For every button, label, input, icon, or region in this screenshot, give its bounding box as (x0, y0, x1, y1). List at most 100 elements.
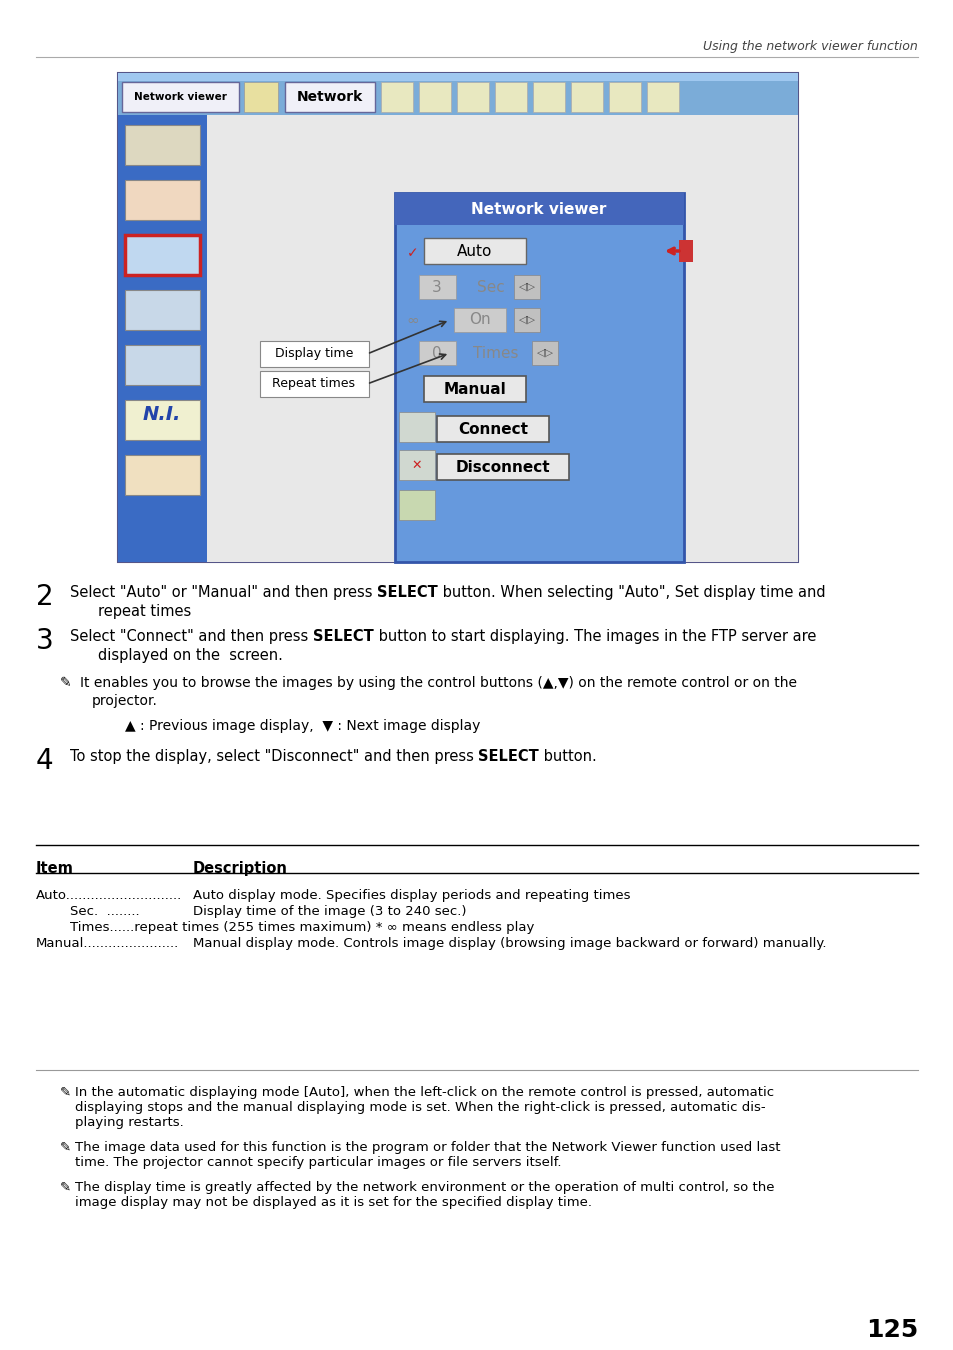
Text: Using the network viewer function: Using the network viewer function (702, 40, 917, 53)
Text: displaying stops and the manual displaying mode is set. When the right-click is : displaying stops and the manual displayi… (75, 1102, 765, 1114)
Text: ◁▷: ◁▷ (518, 315, 535, 325)
FancyBboxPatch shape (125, 235, 200, 275)
FancyBboxPatch shape (260, 342, 369, 367)
Text: Repeat times: Repeat times (273, 378, 355, 390)
FancyBboxPatch shape (608, 82, 640, 112)
Text: To stop the display, select "Disconnect" and then press: To stop the display, select "Disconnect"… (70, 749, 478, 764)
Text: ◁▷: ◁▷ (518, 282, 535, 292)
Text: ✓: ✓ (407, 246, 418, 261)
Text: Times......repeat times (255 times maximum) * ∞ means endless play: Times......repeat times (255 times maxim… (36, 921, 534, 934)
Text: Select "Connect" and then press: Select "Connect" and then press (70, 629, 313, 644)
FancyBboxPatch shape (125, 400, 200, 440)
Text: On: On (469, 312, 490, 328)
Text: 125: 125 (864, 1318, 917, 1342)
FancyBboxPatch shape (495, 82, 526, 112)
Text: button to start displaying. The images in the FTP server are: button to start displaying. The images i… (374, 629, 815, 644)
FancyBboxPatch shape (398, 490, 435, 520)
FancyBboxPatch shape (125, 455, 200, 495)
FancyBboxPatch shape (125, 126, 200, 165)
Text: Network: Network (296, 90, 363, 104)
FancyBboxPatch shape (533, 82, 564, 112)
FancyBboxPatch shape (571, 82, 602, 112)
FancyBboxPatch shape (398, 450, 435, 481)
Text: ∞: ∞ (406, 312, 419, 328)
Text: ▲ : Previous image display,  ▼ : Next image display: ▲ : Previous image display, ▼ : Next ima… (125, 720, 480, 733)
FancyBboxPatch shape (514, 275, 539, 298)
Bar (118, 115, 207, 562)
Text: Manual: Manual (443, 382, 506, 397)
Text: The image data used for this function is the program or folder that the Network : The image data used for this function is… (75, 1141, 780, 1154)
Text: time. The projector cannot specify particular images or file servers itself.: time. The projector cannot specify parti… (75, 1156, 561, 1169)
Text: SELECT: SELECT (478, 749, 538, 764)
Text: ✎: ✎ (60, 1181, 71, 1193)
Text: 0: 0 (432, 346, 441, 360)
Bar (118, 73, 797, 81)
Text: In the automatic displaying mode [Auto], when the left-click on the remote contr: In the automatic displaying mode [Auto],… (75, 1085, 773, 1099)
FancyBboxPatch shape (423, 238, 525, 265)
Text: Connect: Connect (457, 421, 527, 436)
Text: ✎: ✎ (60, 1141, 71, 1154)
Text: ✕: ✕ (412, 459, 422, 471)
Text: The display time is greatly affected by the network environment or the operation: The display time is greatly affected by … (75, 1181, 774, 1193)
Bar (118, 73, 797, 562)
Text: Display time of the image (3 to 240 sec.): Display time of the image (3 to 240 sec.… (193, 904, 466, 918)
Bar (395, 193, 683, 225)
Text: N.I.: N.I. (143, 405, 181, 424)
Text: Select "Auto" or "Manual" and then press: Select "Auto" or "Manual" and then press (70, 585, 376, 599)
FancyBboxPatch shape (398, 412, 435, 441)
Text: Auto display mode. Specifies display periods and repeating times: Auto display mode. Specifies display per… (193, 890, 630, 902)
FancyBboxPatch shape (436, 416, 548, 441)
Text: Manual.......................: Manual....................... (36, 937, 179, 950)
Text: playing restarts.: playing restarts. (75, 1116, 184, 1129)
Text: Network viewer: Network viewer (133, 92, 226, 103)
Text: button. When selecting "Auto", Set display time and: button. When selecting "Auto", Set displ… (437, 585, 824, 599)
FancyBboxPatch shape (260, 371, 369, 397)
Bar (395, 193, 683, 562)
Text: ◁▷: ◁▷ (536, 348, 553, 358)
Text: Sec: Sec (476, 279, 504, 294)
FancyBboxPatch shape (456, 82, 489, 112)
Text: repeat times: repeat times (98, 603, 191, 620)
Text: 3: 3 (36, 626, 53, 655)
Text: displayed on the  screen.: displayed on the screen. (98, 648, 283, 663)
Text: It enables you to browse the images by using the control buttons (▲,▼) on the re: It enables you to browse the images by u… (80, 676, 796, 690)
FancyBboxPatch shape (418, 342, 456, 365)
Text: Auto: Auto (456, 243, 492, 258)
Text: Display time: Display time (274, 347, 353, 360)
FancyBboxPatch shape (380, 82, 413, 112)
Text: projector.: projector. (91, 694, 157, 707)
Bar (207, 115, 797, 562)
Text: ✎: ✎ (60, 1085, 71, 1099)
FancyBboxPatch shape (679, 240, 692, 262)
Text: Sec.  ........: Sec. ........ (36, 904, 139, 918)
Text: image display may not be displayed as it is set for the specified display time.: image display may not be displayed as it… (75, 1196, 592, 1210)
Text: Auto............................: Auto............................ (36, 890, 182, 902)
FancyBboxPatch shape (125, 346, 200, 385)
Text: Item: Item (36, 861, 73, 876)
Text: SELECT: SELECT (313, 629, 374, 644)
FancyBboxPatch shape (514, 308, 539, 332)
FancyBboxPatch shape (244, 82, 277, 112)
Text: Description: Description (193, 861, 288, 876)
FancyBboxPatch shape (125, 180, 200, 220)
FancyBboxPatch shape (418, 82, 451, 112)
Text: 4: 4 (36, 747, 53, 775)
Bar (118, 73, 797, 115)
Text: SELECT: SELECT (376, 585, 437, 599)
FancyBboxPatch shape (532, 342, 558, 365)
FancyBboxPatch shape (436, 454, 568, 481)
FancyBboxPatch shape (646, 82, 679, 112)
FancyBboxPatch shape (418, 275, 456, 298)
FancyBboxPatch shape (423, 377, 525, 402)
Text: Disconnect: Disconnect (456, 459, 550, 474)
FancyBboxPatch shape (122, 82, 239, 112)
Text: Manual display mode. Controls image display (browsing image backward or forward): Manual display mode. Controls image disp… (193, 937, 825, 950)
Text: button.: button. (538, 749, 597, 764)
Text: 3: 3 (432, 279, 441, 294)
Text: Network viewer: Network viewer (471, 201, 606, 216)
Text: Times: Times (473, 346, 518, 360)
FancyBboxPatch shape (125, 290, 200, 329)
FancyBboxPatch shape (454, 308, 505, 332)
Text: 2: 2 (36, 583, 53, 612)
FancyBboxPatch shape (285, 82, 375, 112)
